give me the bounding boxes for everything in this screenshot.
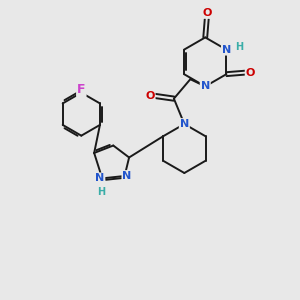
Text: H: H (235, 42, 243, 52)
Text: O: O (246, 68, 255, 78)
Text: N: N (122, 171, 132, 181)
Text: O: O (202, 8, 211, 18)
Text: N: N (180, 119, 189, 129)
Text: H: H (98, 187, 106, 197)
Text: N: N (201, 81, 210, 92)
Text: O: O (145, 91, 155, 101)
Text: N: N (95, 173, 104, 183)
Text: F: F (77, 83, 86, 96)
Text: N: N (222, 45, 231, 55)
